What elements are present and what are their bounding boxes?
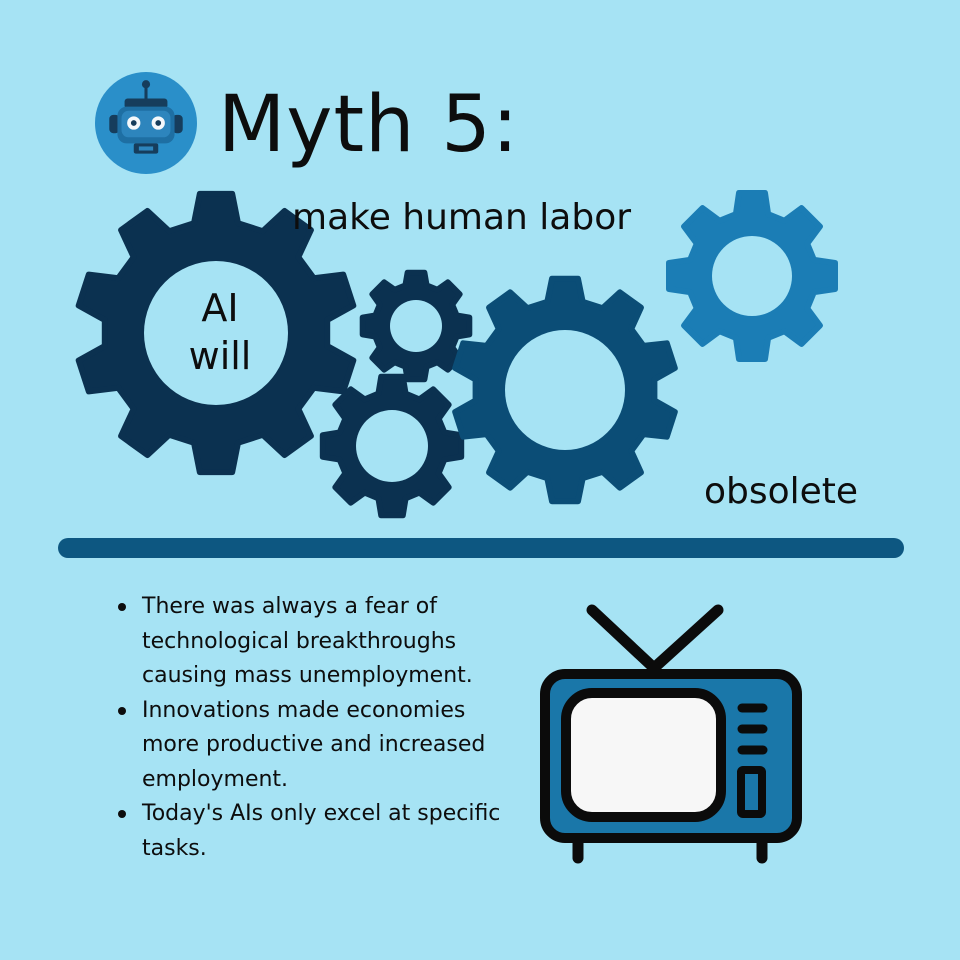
section-divider	[58, 538, 904, 558]
list-item: There was always a fear of technological…	[118, 590, 518, 694]
myth-phrase-obsolete: obsolete	[704, 471, 859, 512]
small-dark-gear-bottom	[319, 373, 465, 519]
large-dark-gear	[75, 190, 357, 476]
page-title: Myth 5:	[218, 80, 520, 170]
medium-blue-gear	[452, 275, 678, 505]
robot-icon	[95, 72, 197, 174]
list-item: Innovations made economies more producti…	[118, 694, 518, 798]
small-dark-gear-top	[359, 269, 473, 383]
television-icon	[540, 604, 802, 864]
list-item: Today's AIs only excel at specific tasks…	[118, 797, 518, 866]
myth-phrase-ai: AI	[201, 286, 239, 330]
myth-phrase-will: will	[188, 334, 252, 378]
myth-phrase-make-human-labor: make human labor	[292, 197, 632, 238]
gears-illustration	[75, 190, 838, 519]
light-blue-gear	[666, 190, 838, 362]
facts-list: There was always a fear of technological…	[118, 590, 518, 866]
myth-phrase-ai-will: AI will	[160, 284, 280, 380]
